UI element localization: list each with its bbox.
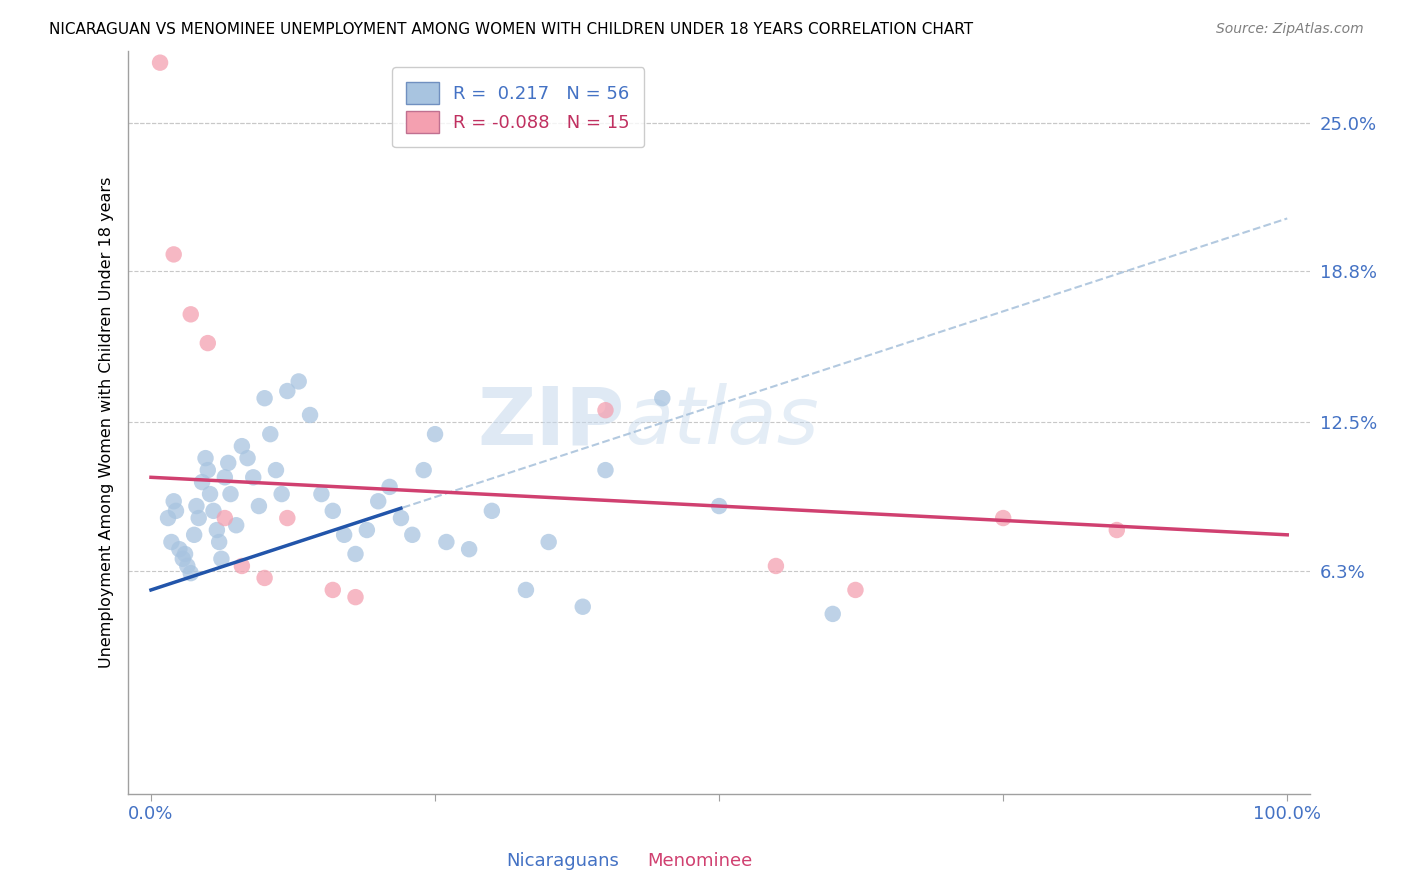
Point bbox=[344, 547, 367, 561]
Point bbox=[242, 470, 264, 484]
Point bbox=[322, 504, 344, 518]
Point bbox=[197, 336, 219, 351]
Point bbox=[174, 547, 197, 561]
Y-axis label: Unemployment Among Women with Children Under 18 years: Unemployment Among Women with Children U… bbox=[100, 177, 114, 668]
Point bbox=[208, 535, 231, 549]
Point bbox=[299, 408, 322, 422]
Point bbox=[322, 582, 344, 597]
Point bbox=[276, 511, 298, 525]
Point bbox=[481, 504, 503, 518]
Text: Nicaraguans: Nicaraguans bbox=[506, 852, 619, 870]
Point bbox=[287, 375, 309, 389]
Point bbox=[423, 427, 446, 442]
Point bbox=[225, 518, 247, 533]
Point bbox=[707, 499, 730, 513]
Point bbox=[333, 528, 356, 542]
Point bbox=[180, 307, 202, 321]
Point bbox=[378, 480, 401, 494]
Text: atlas: atlas bbox=[624, 384, 820, 461]
Point bbox=[276, 384, 298, 398]
Point bbox=[401, 528, 423, 542]
Point bbox=[264, 463, 287, 477]
Point bbox=[844, 582, 866, 597]
Point bbox=[194, 451, 217, 466]
Point bbox=[515, 582, 537, 597]
Point bbox=[176, 559, 198, 574]
Point bbox=[1105, 523, 1128, 537]
Legend: R =  0.217   N = 56, R = -0.088   N = 15: R = 0.217 N = 56, R = -0.088 N = 15 bbox=[392, 67, 644, 147]
Point bbox=[231, 559, 253, 574]
Point bbox=[389, 511, 412, 525]
Point bbox=[202, 504, 225, 518]
Point bbox=[217, 456, 239, 470]
Point bbox=[157, 511, 180, 525]
Point bbox=[236, 451, 259, 466]
Point bbox=[209, 551, 232, 566]
Point bbox=[367, 494, 389, 508]
Point bbox=[344, 590, 367, 604]
Point bbox=[434, 535, 457, 549]
Point bbox=[651, 391, 673, 405]
Text: ZIP: ZIP bbox=[477, 384, 624, 461]
Point bbox=[160, 535, 183, 549]
Point bbox=[247, 499, 270, 513]
Point bbox=[163, 494, 186, 508]
Point bbox=[214, 511, 236, 525]
Point bbox=[231, 439, 253, 453]
Point bbox=[205, 523, 228, 537]
Point bbox=[180, 566, 202, 581]
Point bbox=[253, 391, 276, 405]
Point bbox=[270, 487, 292, 501]
Point bbox=[595, 463, 617, 477]
Point bbox=[821, 607, 844, 621]
Point bbox=[991, 511, 1014, 525]
Point bbox=[765, 559, 787, 574]
Point bbox=[311, 487, 333, 501]
Point bbox=[187, 511, 209, 525]
Point bbox=[214, 470, 236, 484]
Point bbox=[412, 463, 434, 477]
Point bbox=[163, 247, 186, 261]
Point bbox=[169, 542, 191, 557]
Point bbox=[165, 504, 187, 518]
Point bbox=[186, 499, 208, 513]
Point bbox=[259, 427, 281, 442]
Text: Menominee: Menominee bbox=[647, 852, 752, 870]
Point bbox=[149, 55, 172, 70]
Point bbox=[198, 487, 221, 501]
Text: NICARAGUAN VS MENOMINEE UNEMPLOYMENT AMONG WOMEN WITH CHILDREN UNDER 18 YEARS CO: NICARAGUAN VS MENOMINEE UNEMPLOYMENT AMO… bbox=[49, 22, 973, 37]
Point bbox=[537, 535, 560, 549]
Point bbox=[356, 523, 378, 537]
Point bbox=[219, 487, 242, 501]
Text: Source: ZipAtlas.com: Source: ZipAtlas.com bbox=[1216, 22, 1364, 37]
Point bbox=[172, 551, 194, 566]
Point bbox=[571, 599, 593, 614]
Point bbox=[253, 571, 276, 585]
Point bbox=[595, 403, 617, 417]
Point bbox=[197, 463, 219, 477]
Point bbox=[458, 542, 481, 557]
Point bbox=[191, 475, 214, 489]
Point bbox=[183, 528, 205, 542]
